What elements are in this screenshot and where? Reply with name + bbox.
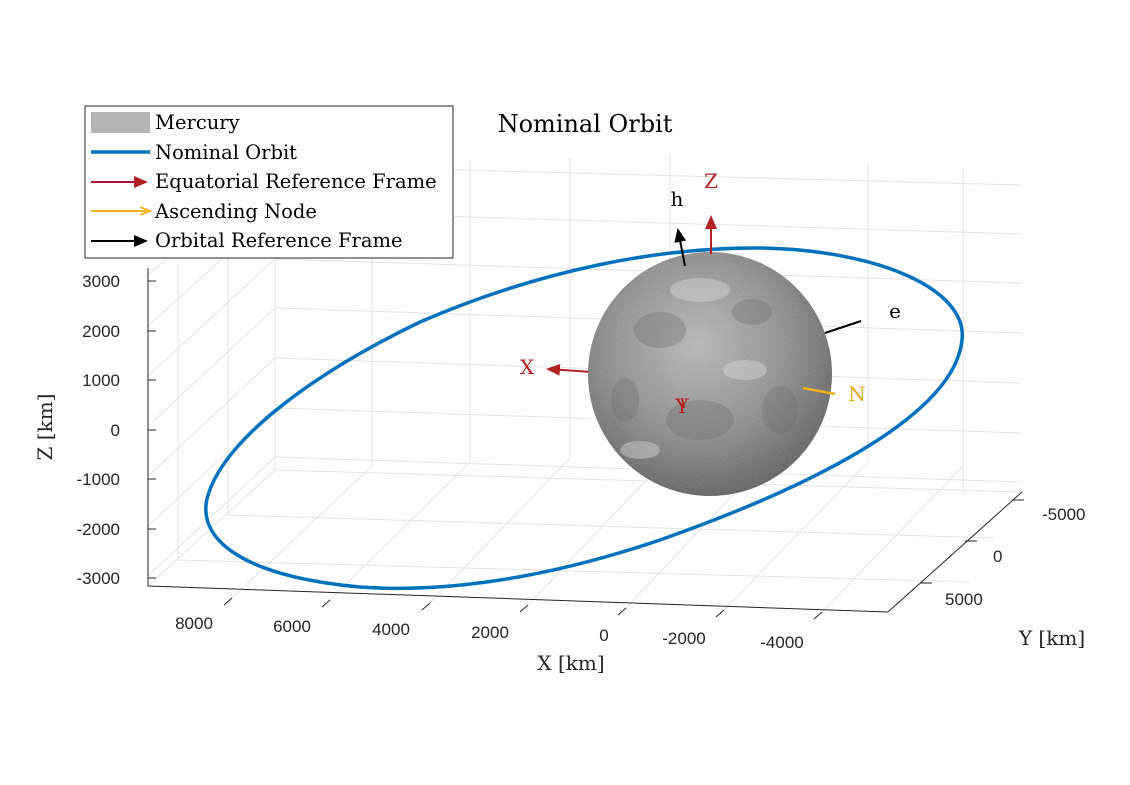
tick-marks bbox=[148, 280, 1024, 620]
y-axis-label: Y [km] bbox=[1018, 626, 1085, 650]
chart-title: Nominal Orbit bbox=[498, 110, 673, 138]
axes-lines bbox=[147, 268, 1023, 613]
vector-label-n: N bbox=[848, 382, 866, 406]
y-tick-label: 5000 bbox=[945, 590, 983, 609]
legend-label-orbit: Nominal Orbit bbox=[155, 141, 297, 164]
z-tick-label: -1000 bbox=[77, 470, 120, 489]
x-tick-label: 0 bbox=[599, 626, 608, 645]
ascending-node-vector bbox=[802, 386, 836, 396]
y-tick-label: -5000 bbox=[1042, 505, 1085, 524]
equatorial-x-vector bbox=[546, 363, 593, 376]
legend: Mercury Nominal Orbit Equatorial Referen… bbox=[84, 105, 454, 259]
vector-label-e: e bbox=[889, 299, 901, 323]
z-axis-label: Z [km] bbox=[33, 394, 57, 461]
vector-label-y: Y bbox=[674, 394, 689, 418]
x-tick-label: 4000 bbox=[372, 620, 410, 639]
vector-label-h: h bbox=[671, 187, 684, 211]
vector-label-z: Z bbox=[704, 169, 718, 193]
z-tick-labels: 3000 2000 1000 0 -1000 -2000 -3000 bbox=[77, 272, 120, 588]
x-tick-label: 2000 bbox=[471, 623, 509, 642]
x-tick-labels: 8000 6000 4000 2000 0 -2000 -4000 bbox=[175, 614, 804, 652]
z-tick-label: 2000 bbox=[82, 322, 120, 341]
z-tick-label: -3000 bbox=[77, 569, 120, 588]
x-tick-label: -4000 bbox=[760, 633, 803, 652]
legend-label-mercury: Mercury bbox=[155, 111, 240, 134]
z-tick-label: -2000 bbox=[77, 520, 120, 539]
mercury-sphere bbox=[588, 252, 832, 496]
e-vector bbox=[824, 320, 862, 334]
z-tick-label: 3000 bbox=[82, 272, 120, 291]
vectors bbox=[674, 215, 862, 409]
legend-swatch-mercury bbox=[91, 112, 150, 133]
z-tick-label: 1000 bbox=[82, 371, 120, 390]
x-tick-label: 8000 bbox=[175, 614, 213, 633]
legend-label-equatorial: Equatorial Reference Frame bbox=[155, 170, 437, 193]
vector-labels: Z X Y h e N bbox=[520, 169, 901, 418]
equatorial-y-vector bbox=[681, 397, 685, 409]
x-tick-label: 6000 bbox=[273, 617, 311, 636]
legend-label-node: Ascending Node bbox=[154, 200, 317, 223]
y-tick-labels: -5000 0 5000 bbox=[945, 505, 1085, 609]
z-tick-label: 0 bbox=[111, 421, 120, 440]
h-vector bbox=[674, 228, 687, 267]
nominal-orbit-line bbox=[204, 246, 964, 591]
y-tick-label: 0 bbox=[993, 547, 1002, 566]
legend-swatch-node-head bbox=[139, 206, 153, 216]
x-axis-label: X [km] bbox=[537, 651, 604, 675]
legend-label-orbital: Orbital Reference Frame bbox=[155, 229, 403, 252]
vector-label-x: X bbox=[520, 355, 535, 379]
x-tick-label: -2000 bbox=[662, 629, 705, 648]
